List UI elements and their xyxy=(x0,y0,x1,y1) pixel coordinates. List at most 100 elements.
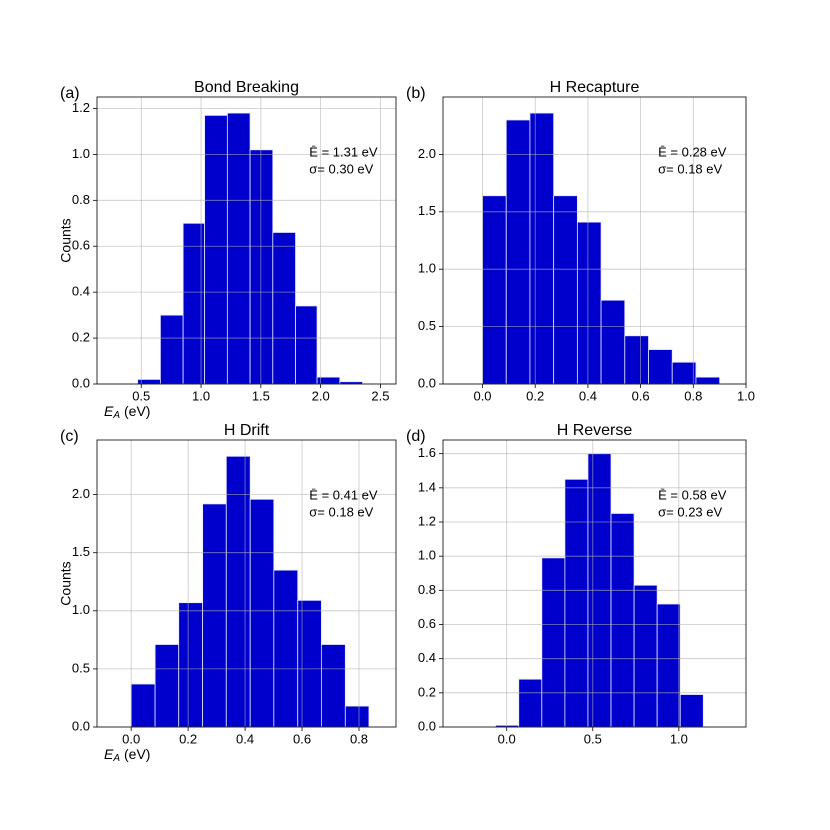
histogram-bar xyxy=(204,114,228,385)
histogram-bar xyxy=(154,644,180,728)
x-tick-label: 0.8 xyxy=(350,731,368,746)
x-label-symbol: E xyxy=(104,403,114,419)
histogram-bar xyxy=(600,299,626,385)
x-tick-label: 0.0 xyxy=(498,731,516,746)
histogram-bar xyxy=(529,112,555,385)
x-tick-label: 0.5 xyxy=(584,731,602,746)
histogram-bar xyxy=(564,478,589,728)
histogram-bar xyxy=(130,683,156,728)
x-tick-label: 0.5 xyxy=(132,388,150,403)
x-tick-label: 0.6 xyxy=(632,388,650,403)
annotation: σ= 0.18 eV xyxy=(658,161,722,176)
annotation: Ē = 0.28 eV xyxy=(658,144,727,159)
y-tick-label: 0.4 xyxy=(72,284,90,299)
y-tick-label: 0.0 xyxy=(418,375,436,390)
y-tick-label: 1.2 xyxy=(72,100,90,115)
histogram-bar xyxy=(624,335,649,385)
histogram-bar xyxy=(320,644,346,728)
annotation: Ē = 0.41 eV xyxy=(309,487,378,502)
y-tick-label: 0.6 xyxy=(72,238,90,253)
x-tick-label: 1.0 xyxy=(670,731,688,746)
x-axis-label: EA (eV) xyxy=(104,746,150,764)
y-tick-label: 1.4 xyxy=(418,479,436,494)
y-tick-label: 2.0 xyxy=(418,146,436,161)
y-tick-label: 0.8 xyxy=(418,582,436,597)
histogram-bar xyxy=(576,221,602,385)
y-tick-label: 0.8 xyxy=(72,192,90,207)
x-label-unit: (eV) xyxy=(124,746,150,762)
x-tick-label: 0.4 xyxy=(236,731,254,746)
histogram-bar xyxy=(553,195,578,385)
plot-frame xyxy=(442,96,747,385)
x-tick-label: 0.0 xyxy=(473,388,491,403)
plot-frame xyxy=(442,439,747,728)
histogram-bar xyxy=(249,498,275,728)
chart-title: H Recapture xyxy=(550,79,640,96)
y-tick-label: 1.5 xyxy=(72,544,90,559)
x-label-subscript: A xyxy=(112,753,120,764)
y-tick-label: 1.0 xyxy=(418,548,436,563)
y-tick-label: 0.0 xyxy=(72,718,90,733)
histogram-bar xyxy=(679,694,704,728)
histogram-bar xyxy=(482,195,507,385)
y-tick-label: 1.0 xyxy=(72,146,90,161)
annotation: σ= 0.18 eV xyxy=(309,504,373,519)
histogram-bar xyxy=(202,503,227,728)
plot-frame xyxy=(96,439,397,728)
annotation: Ē = 0.58 eV xyxy=(658,487,727,502)
histogram-bar xyxy=(225,455,251,728)
x-tick-label: 1.0 xyxy=(192,388,210,403)
y-tick-label: 1.0 xyxy=(418,261,436,276)
histogram-bar xyxy=(541,557,566,728)
panel-label: (b) xyxy=(406,85,426,102)
histogram-bar xyxy=(178,602,204,728)
y-tick-label: 1.0 xyxy=(72,602,90,617)
chart-title: H Reverse xyxy=(557,422,633,439)
y-tick-label: 1.5 xyxy=(418,203,436,218)
x-tick-label: 0.2 xyxy=(179,731,197,746)
annotation: σ= 0.23 eV xyxy=(658,504,722,519)
x-label-subscript: A xyxy=(112,410,120,421)
histogram-bar xyxy=(344,705,370,728)
panel-label: (a) xyxy=(60,85,80,102)
y-tick-label: 0.0 xyxy=(418,718,436,733)
x-tick-label: 0.6 xyxy=(293,731,311,746)
histogram-bar xyxy=(633,584,658,728)
x-tick-label: 1.5 xyxy=(252,388,270,403)
y-tick-label: 0.6 xyxy=(418,616,436,631)
x-tick-label: 0.0 xyxy=(122,731,140,746)
histogram-bar xyxy=(273,569,299,728)
histogram-bar xyxy=(518,678,543,728)
y-tick-label: 0.2 xyxy=(418,684,436,699)
histogram-bar xyxy=(272,232,296,385)
histogram-bar xyxy=(656,603,681,728)
histogram-bar xyxy=(226,112,251,385)
x-tick-label: 0.2 xyxy=(526,388,544,403)
panel-label: (c) xyxy=(60,428,79,445)
annotation: σ= 0.30 eV xyxy=(309,161,373,176)
histogram-bar xyxy=(159,314,184,385)
x-tick-label: 0.4 xyxy=(579,388,597,403)
chart-title: Bond Breaking xyxy=(194,79,299,96)
histogram-bar xyxy=(297,599,322,728)
y-tick-label: 0.4 xyxy=(418,650,436,665)
histogram-bar xyxy=(671,361,697,385)
x-axis-label: EA (eV) xyxy=(104,403,150,421)
x-tick-label: 1.0 xyxy=(737,388,755,403)
annotation: Ē = 1.31 eV xyxy=(309,144,378,159)
y-tick-label: 1.6 xyxy=(418,445,436,460)
y-tick-label: 0.5 xyxy=(72,660,90,675)
histogram-bar xyxy=(249,149,274,385)
x-label-symbol: E xyxy=(104,746,114,762)
histogram-bar xyxy=(695,376,721,385)
x-tick-label: 2.0 xyxy=(312,388,330,403)
y-tick-label: 2.0 xyxy=(72,486,90,501)
y-tick-label: 1.2 xyxy=(418,513,436,528)
histogram-bar xyxy=(295,305,318,385)
y-tick-label: 0.2 xyxy=(72,330,90,345)
x-label-unit: (eV) xyxy=(124,403,150,419)
plot-frame xyxy=(96,96,397,385)
y-axis-label: Counts xyxy=(58,561,74,605)
y-tick-label: 0.5 xyxy=(418,318,436,333)
